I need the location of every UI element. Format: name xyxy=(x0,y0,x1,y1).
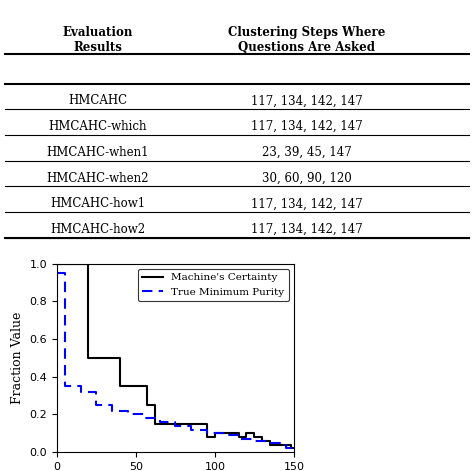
Machine's Certainty xyxy=(86,355,91,361)
Text: HMCAHC-which: HMCAHC-which xyxy=(48,120,147,133)
Text: Evaluation
Results: Evaluation Results xyxy=(63,26,133,54)
Machine's Certainty xyxy=(204,434,210,440)
Machine's Certainty xyxy=(259,434,265,440)
Machine's Certainty xyxy=(144,383,150,389)
True Minimum Purity xyxy=(157,415,163,421)
Line: Machine's Certainty: Machine's Certainty xyxy=(57,264,294,448)
True Minimum Purity xyxy=(267,440,273,446)
Legend: Machine's Certainty, True Minimum Purity: Machine's Certainty, True Minimum Purity xyxy=(138,269,289,301)
True Minimum Purity xyxy=(283,446,289,451)
Text: HMCAHC-how1: HMCAHC-how1 xyxy=(50,197,145,211)
Machine's Certainty xyxy=(152,402,158,408)
True Minimum Purity xyxy=(220,430,226,436)
Machine's Certainty xyxy=(144,402,150,408)
True Minimum Purity xyxy=(188,427,194,432)
Machine's Certainty xyxy=(288,446,293,451)
Machine's Certainty xyxy=(259,438,265,444)
Machine's Certainty xyxy=(267,438,273,444)
Text: 23, 39, 45, 147: 23, 39, 45, 147 xyxy=(262,146,352,159)
True Minimum Purity xyxy=(125,412,131,417)
Text: 117, 134, 142, 147: 117, 134, 142, 147 xyxy=(251,223,363,236)
Machine's Certainty xyxy=(236,434,241,440)
Machine's Certainty xyxy=(54,261,60,267)
Text: 117, 134, 142, 147: 117, 134, 142, 147 xyxy=(251,120,363,133)
Text: HMCAHC-when1: HMCAHC-when1 xyxy=(46,146,149,159)
True Minimum Purity xyxy=(93,389,99,395)
Line: True Minimum Purity: True Minimum Purity xyxy=(57,273,294,448)
True Minimum Purity xyxy=(109,408,115,414)
True Minimum Purity xyxy=(204,430,210,436)
True Minimum Purity xyxy=(283,440,289,446)
True Minimum Purity xyxy=(204,427,210,432)
Machine's Certainty xyxy=(212,430,218,436)
Machine's Certainty xyxy=(244,434,249,440)
Machine's Certainty xyxy=(288,442,293,447)
True Minimum Purity xyxy=(188,423,194,429)
Machine's Certainty xyxy=(152,421,158,427)
True Minimum Purity xyxy=(173,419,178,425)
Text: Clustering Steps Where
Questions Are Asked: Clustering Steps Where Questions Are Ask… xyxy=(228,26,385,54)
Machine's Certainty xyxy=(236,430,241,436)
True Minimum Purity xyxy=(93,402,99,408)
Machine's Certainty xyxy=(267,442,273,447)
True Minimum Purity xyxy=(62,383,68,389)
Machine's Certainty xyxy=(117,355,123,361)
Machine's Certainty xyxy=(86,261,91,267)
True Minimum Purity xyxy=(236,436,241,442)
Text: 117, 134, 142, 147: 117, 134, 142, 147 xyxy=(251,94,363,107)
True Minimum Purity xyxy=(62,270,68,276)
Machine's Certainty xyxy=(291,446,297,451)
Machine's Certainty xyxy=(252,434,257,440)
True Minimum Purity xyxy=(252,436,257,442)
Machine's Certainty xyxy=(55,261,61,267)
True Minimum Purity xyxy=(141,412,146,417)
True Minimum Purity xyxy=(252,438,257,444)
Machine's Certainty xyxy=(117,383,123,389)
True Minimum Purity xyxy=(267,438,273,444)
True Minimum Purity xyxy=(78,383,83,389)
True Minimum Purity xyxy=(125,408,131,414)
True Minimum Purity xyxy=(236,432,241,438)
Machine's Certainty xyxy=(244,430,249,436)
Machine's Certainty xyxy=(204,421,210,427)
True Minimum Purity xyxy=(54,270,60,276)
Text: HMCAHC: HMCAHC xyxy=(68,94,127,107)
True Minimum Purity xyxy=(291,446,297,451)
Y-axis label: Fraction Value: Fraction Value xyxy=(11,312,24,404)
Text: HMCAHC-when2: HMCAHC-when2 xyxy=(46,171,149,185)
True Minimum Purity xyxy=(109,402,115,408)
Text: HMCAHC-how2: HMCAHC-how2 xyxy=(50,223,145,236)
True Minimum Purity xyxy=(220,432,226,438)
True Minimum Purity xyxy=(78,389,83,395)
Machine's Certainty xyxy=(212,434,218,440)
Text: 117, 134, 142, 147: 117, 134, 142, 147 xyxy=(251,197,363,211)
True Minimum Purity xyxy=(157,419,163,425)
Text: 30, 60, 90, 120: 30, 60, 90, 120 xyxy=(262,171,352,185)
Machine's Certainty xyxy=(252,430,257,436)
True Minimum Purity xyxy=(141,415,146,421)
True Minimum Purity xyxy=(173,423,178,429)
